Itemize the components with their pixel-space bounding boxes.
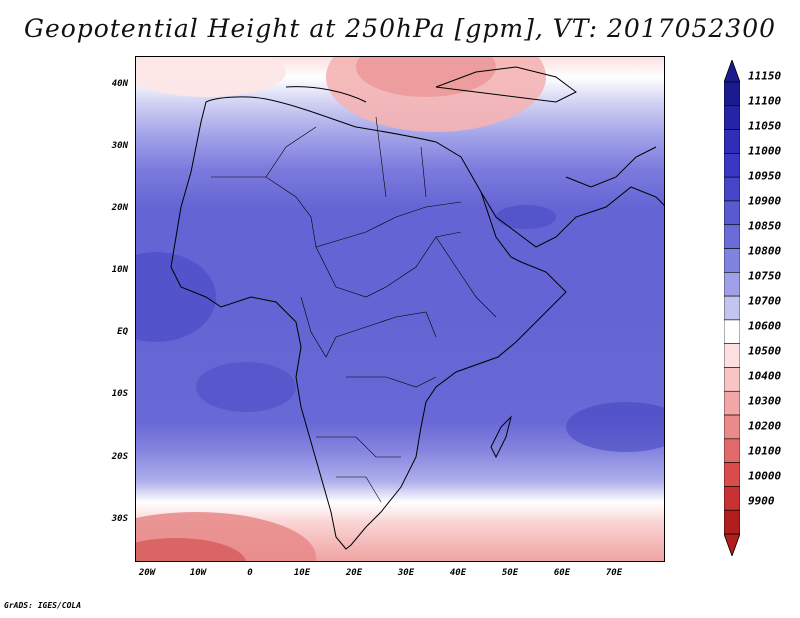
colorbar-box-14	[724, 414, 740, 440]
colorbar-label-10200: 10200	[748, 419, 782, 433]
colorbar-box-13	[724, 390, 740, 416]
lat-label-20s: 20S	[111, 452, 128, 462]
colorbar-label-10500: 10500	[748, 344, 782, 358]
high-centers	[136, 205, 664, 452]
lat-label-20n: 20N	[111, 203, 128, 213]
colorbar-box-7	[724, 248, 740, 273]
colorbar-box-3	[724, 153, 740, 178]
colorbar-label-10100: 10100	[748, 444, 782, 458]
colorbar-box-8	[724, 272, 740, 297]
country-borders	[211, 116, 497, 503]
colorbar-label-10900: 10900	[748, 194, 782, 208]
colorbar-box-2	[724, 129, 740, 154]
lon-label-50e: 50E	[501, 568, 519, 578]
lat-label-30s: 30S	[111, 514, 128, 524]
colorbar-arrow-bottom	[724, 533, 740, 556]
colorbar-boxes	[724, 60, 740, 556]
lon-label-20w: 20W	[138, 568, 156, 578]
trough-south	[136, 512, 316, 561]
colorbar-label-11150: 11150	[748, 69, 782, 83]
lon-label-10w: 10W	[189, 568, 207, 578]
colorbar-box-9	[724, 295, 740, 321]
colorbar-box-0	[724, 81, 740, 107]
lat-label-eq: EQ	[117, 327, 128, 337]
colorbar-box-11	[724, 343, 740, 368]
colorbar-label-10850: 10850	[748, 219, 782, 233]
lat-label-40n: 40N	[111, 79, 128, 89]
colorbar-label-10750: 10750	[748, 269, 782, 283]
colorbar-label-10000: 10000	[748, 469, 782, 483]
coastlines	[170, 66, 664, 550]
colorbar-label-10800: 10800	[748, 244, 782, 258]
colorbar-box-15	[724, 438, 740, 463]
lon-label-20e: 20E	[345, 568, 363, 578]
colorbar-arrow-top	[724, 60, 740, 83]
lat-label-10s: 10S	[111, 389, 128, 399]
lon-label-10e: 10E	[293, 568, 311, 578]
colorbar-box-4	[724, 176, 740, 202]
lat-label-10n: 10N	[111, 265, 128, 275]
lon-label-40e: 40E	[449, 568, 467, 578]
colorbar-label-10950: 10950	[748, 169, 782, 183]
lon-label-60e: 60E	[553, 568, 571, 578]
colorbar-label-11100: 11100	[748, 94, 782, 108]
colorbar-box-10	[724, 319, 740, 344]
colorbar-box-6	[724, 224, 740, 249]
lon-label-30e: 30E	[397, 568, 415, 578]
colorbar-box-16	[724, 462, 740, 487]
colorbar-box-1	[724, 105, 740, 130]
colorbar-label-10700: 10700	[748, 294, 782, 308]
lat-label-30n: 30N	[111, 141, 128, 151]
colorbar-label-11000: 11000	[748, 144, 782, 158]
colorbar-label-10600: 10600	[748, 319, 782, 333]
lon-label-70e: 70E	[605, 568, 623, 578]
colorbar-box-18	[724, 509, 740, 535]
colorbar	[724, 60, 740, 556]
ridge-north	[136, 57, 546, 132]
colorbar-label-10300: 10300	[748, 394, 782, 408]
height-field	[136, 57, 664, 561]
map-title: Geopotential Height at 250hPa [gpm], VT:…	[23, 14, 777, 43]
map-plot-area	[135, 56, 665, 562]
colorbar-box-17	[724, 486, 740, 511]
colorbar-box-5	[724, 200, 740, 226]
colorbar-box-12	[724, 367, 740, 392]
lon-label-0: 0	[247, 568, 253, 578]
colorbar-label-9900: 9900	[748, 494, 775, 508]
height-field-map	[136, 57, 664, 561]
colorbar-label-10400: 10400	[748, 369, 782, 383]
credit-text: GrADS: IGES/COLA	[4, 601, 82, 610]
colorbar-label-11050: 11050	[748, 119, 782, 133]
